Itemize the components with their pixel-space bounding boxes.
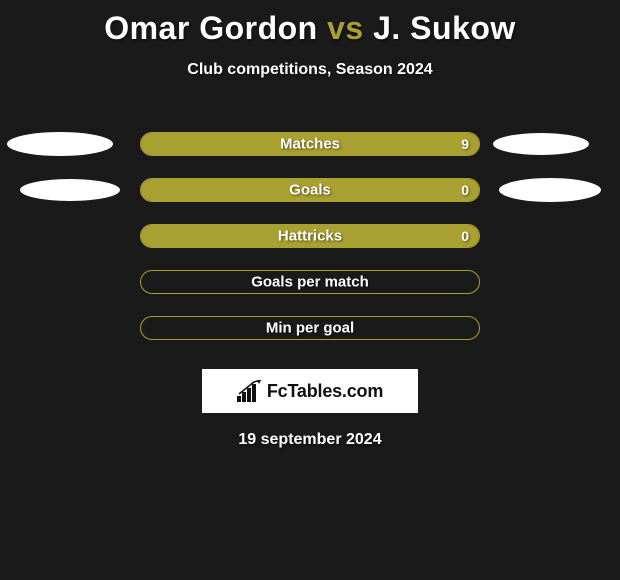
fctables-logo-icon [237, 380, 263, 402]
stat-label: Hattricks [278, 228, 342, 245]
stat-label: Min per goal [266, 320, 354, 337]
stat-row: Goals per match [0, 259, 620, 305]
stat-row: Min per goal [0, 305, 620, 351]
left-ellipse [20, 179, 120, 201]
stat-row: Hattricks 0 [0, 213, 620, 259]
logo-text: FcTables.com [267, 381, 383, 402]
date-line: 19 september 2024 [0, 431, 620, 449]
stat-label: Goals per match [251, 274, 369, 291]
stat-bar: Hattricks 0 [140, 224, 480, 248]
stat-value-right: 0 [461, 228, 469, 244]
stat-label: Matches [280, 136, 340, 153]
left-ellipse [7, 132, 113, 156]
title-player1: Omar Gordon [104, 10, 318, 46]
right-ellipse [493, 133, 589, 155]
right-ellipse [499, 178, 601, 202]
stat-value-right: 9 [461, 136, 469, 152]
subtitle: Club competitions, Season 2024 [0, 61, 620, 79]
stat-bar: Matches 9 [140, 132, 480, 156]
stat-bar: Goals per match [140, 270, 480, 294]
stat-row: Goals 0 [0, 167, 620, 213]
stat-value-right: 0 [461, 182, 469, 198]
title-vs: vs [327, 10, 364, 46]
title-player2: J. Sukow [373, 10, 516, 46]
stat-row: Matches 9 [0, 121, 620, 167]
logo-box: FcTables.com [202, 369, 418, 413]
page-title: Omar Gordon vs J. Sukow [0, 0, 620, 47]
stat-bar: Min per goal [140, 316, 480, 340]
comparison-chart: Matches 9 Goals 0 Hattricks 0 Goals per match M… [0, 121, 620, 351]
stat-bar: Goals 0 [140, 178, 480, 202]
stat-label: Goals [289, 182, 331, 199]
